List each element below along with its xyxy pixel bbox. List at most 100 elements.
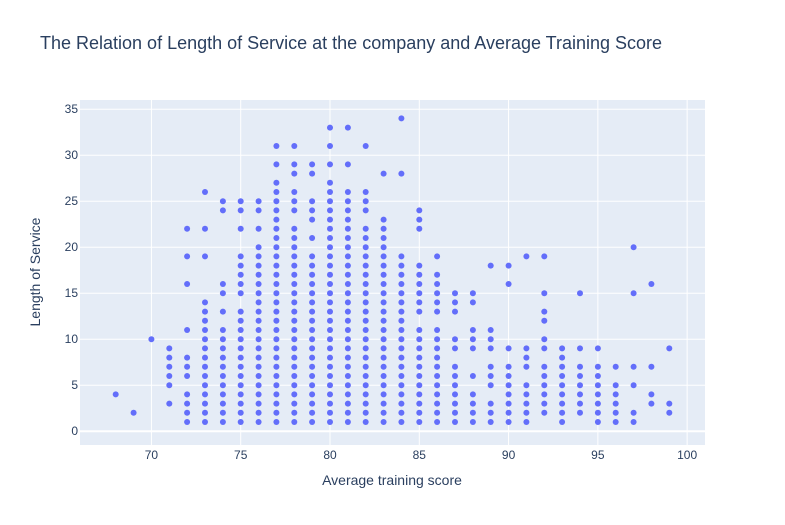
- data-point[interactable]: [327, 124, 333, 131]
- data-point[interactable]: [184, 391, 191, 398]
- data-point[interactable]: [291, 409, 298, 416]
- data-point[interactable]: [255, 262, 262, 269]
- data-point[interactable]: [362, 317, 369, 324]
- data-point[interactable]: [202, 354, 208, 361]
- data-point[interactable]: [452, 373, 458, 379]
- data-point[interactable]: [237, 391, 244, 398]
- data-point[interactable]: [291, 253, 298, 260]
- data-point[interactable]: [344, 198, 351, 205]
- data-point[interactable]: [398, 308, 405, 315]
- data-point[interactable]: [166, 354, 173, 361]
- data-point[interactable]: [344, 225, 351, 232]
- data-point[interactable]: [273, 409, 280, 416]
- data-point[interactable]: [469, 345, 476, 352]
- data-point[interactable]: [309, 207, 316, 214]
- data-point[interactable]: [273, 363, 280, 370]
- data-point[interactable]: [327, 290, 333, 297]
- data-point[interactable]: [416, 281, 423, 287]
- data-point[interactable]: [309, 409, 316, 416]
- data-point[interactable]: [434, 419, 441, 425]
- data-point[interactable]: [630, 363, 637, 370]
- data-point[interactable]: [469, 299, 476, 306]
- data-point[interactable]: [362, 308, 369, 315]
- data-point[interactable]: [505, 363, 512, 370]
- data-point[interactable]: [202, 391, 208, 398]
- data-point[interactable]: [541, 409, 548, 416]
- data-point[interactable]: [362, 189, 369, 195]
- data-point[interactable]: [237, 363, 244, 370]
- data-point[interactable]: [469, 400, 476, 407]
- data-point[interactable]: [309, 345, 316, 352]
- data-point[interactable]: [380, 225, 387, 232]
- data-point[interactable]: [291, 225, 298, 232]
- data-point[interactable]: [594, 400, 601, 407]
- data-point[interactable]: [434, 281, 441, 287]
- data-point[interactable]: [362, 336, 369, 343]
- data-point[interactable]: [202, 400, 208, 407]
- data-point[interactable]: [416, 271, 423, 278]
- data-point[interactable]: [541, 400, 548, 407]
- data-point[interactable]: [273, 327, 280, 333]
- data-point[interactable]: [648, 363, 655, 370]
- data-point[interactable]: [309, 363, 316, 370]
- data-point[interactable]: [166, 363, 173, 370]
- data-point[interactable]: [416, 391, 423, 398]
- data-point[interactable]: [327, 253, 333, 260]
- data-point[interactable]: [291, 207, 298, 214]
- data-point[interactable]: [219, 391, 226, 398]
- data-point[interactable]: [184, 400, 191, 407]
- data-point[interactable]: [452, 336, 458, 343]
- data-point[interactable]: [523, 391, 530, 398]
- data-point[interactable]: [577, 409, 583, 416]
- data-point[interactable]: [416, 207, 423, 214]
- data-point[interactable]: [291, 281, 298, 287]
- data-point[interactable]: [291, 327, 298, 333]
- data-point[interactable]: [309, 198, 316, 205]
- data-point[interactable]: [559, 391, 566, 398]
- data-point[interactable]: [273, 391, 280, 398]
- data-point[interactable]: [594, 419, 601, 425]
- data-point[interactable]: [505, 400, 512, 407]
- data-point[interactable]: [344, 189, 351, 195]
- data-point[interactable]: [398, 290, 405, 297]
- data-point[interactable]: [309, 262, 316, 269]
- data-point[interactable]: [291, 391, 298, 398]
- data-point[interactable]: [202, 382, 208, 389]
- data-point[interactable]: [255, 409, 262, 416]
- data-point[interactable]: [594, 363, 601, 370]
- data-point[interactable]: [523, 382, 530, 389]
- data-point[interactable]: [380, 308, 387, 315]
- data-point[interactable]: [219, 281, 226, 287]
- data-point[interactable]: [255, 299, 262, 306]
- data-point[interactable]: [362, 400, 369, 407]
- data-point[interactable]: [255, 225, 262, 232]
- data-point[interactable]: [309, 336, 316, 343]
- data-point[interactable]: [309, 354, 316, 361]
- data-point[interactable]: [344, 207, 351, 214]
- data-point[interactable]: [237, 373, 244, 379]
- data-point[interactable]: [327, 419, 333, 425]
- data-point[interactable]: [380, 419, 387, 425]
- data-point[interactable]: [398, 419, 405, 425]
- data-point[interactable]: [273, 382, 280, 389]
- data-point[interactable]: [362, 391, 369, 398]
- data-point[interactable]: [237, 317, 244, 324]
- data-point[interactable]: [416, 409, 423, 416]
- data-point[interactable]: [416, 336, 423, 343]
- data-point[interactable]: [327, 235, 333, 241]
- data-point[interactable]: [469, 391, 476, 398]
- data-point[interactable]: [469, 336, 476, 343]
- data-point[interactable]: [309, 308, 316, 315]
- data-point[interactable]: [559, 382, 566, 389]
- data-point[interactable]: [612, 400, 619, 407]
- data-point[interactable]: [166, 400, 173, 407]
- data-point[interactable]: [344, 299, 351, 306]
- data-point[interactable]: [541, 391, 548, 398]
- data-point[interactable]: [344, 308, 351, 315]
- data-point[interactable]: [273, 317, 280, 324]
- data-point[interactable]: [380, 373, 387, 379]
- data-point[interactable]: [362, 345, 369, 352]
- data-point[interactable]: [577, 290, 583, 297]
- data-point[interactable]: [469, 419, 476, 425]
- data-point[interactable]: [291, 382, 298, 389]
